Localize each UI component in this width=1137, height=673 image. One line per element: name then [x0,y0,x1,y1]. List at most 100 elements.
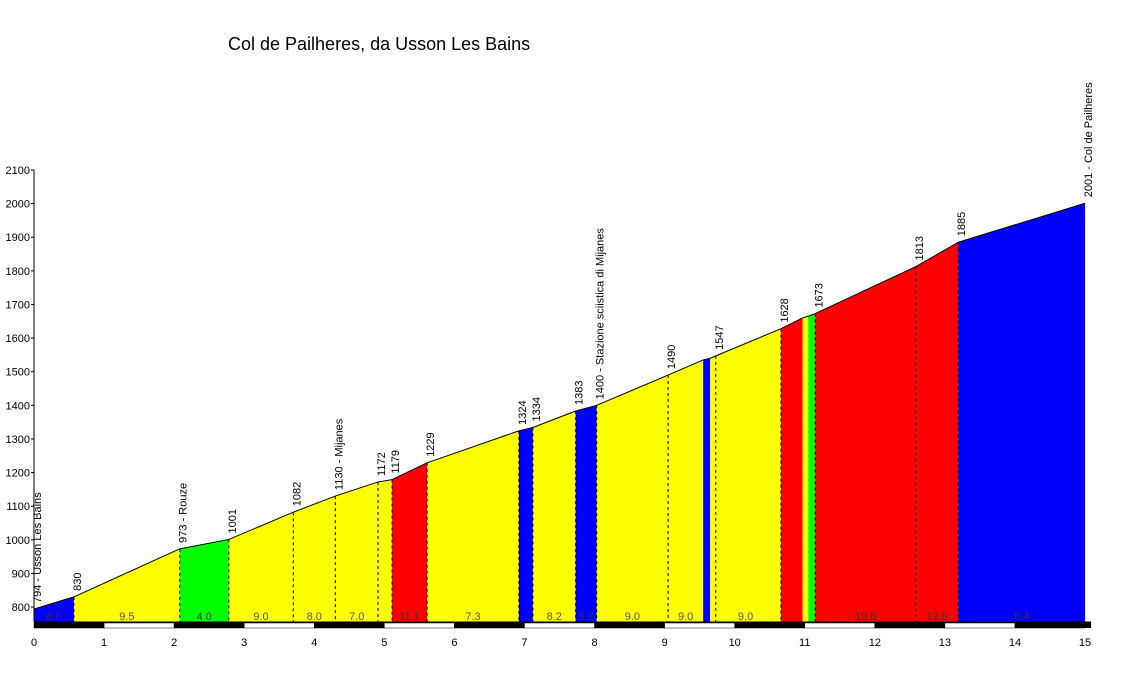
marker-label: 830 [72,573,84,591]
profile-segment [293,496,336,622]
km-bar-stripe [734,622,806,629]
y-tick-label: 1600 [6,333,30,345]
profile-segment [710,328,781,622]
profile-line [703,357,711,361]
profile-line [293,495,336,513]
profile-line [780,317,803,330]
profile-line [73,548,180,598]
km-bar-stripe [594,622,665,629]
grade-label: 9.5 [119,611,134,623]
marker-label: 1130 - Mijanes [333,418,345,490]
km-bar-stripe [524,622,595,629]
y-tick-label: 800 [12,602,30,614]
grade-label: 6.6 [46,611,61,623]
marker-label: 1082 [291,482,303,506]
km-bar-stripe [454,622,525,629]
y-tick-label: 2100 [6,165,30,177]
marker-label: 1628 [779,298,791,322]
grade-label: 11.1 [399,611,420,623]
profile-line [958,202,1086,243]
x-tick-label: 10 [729,637,741,649]
marker-label: 1172 [376,452,388,476]
profile-segment [228,512,294,622]
profile-line [709,328,782,359]
y-tick-label: 1200 [6,468,30,480]
y-tick-label: 1800 [6,266,30,278]
profile-line [391,462,428,481]
profile-segment [703,358,711,622]
profile-line [808,313,816,317]
profile-line [815,266,917,314]
profile-segment [179,539,229,622]
profile-segment [34,596,74,622]
marker-label: 794 - Usson Les Bains [32,492,44,603]
x-tick-label: 11 [799,637,810,649]
profile-line [179,538,229,550]
marker-label: 1229 [425,432,437,456]
grade-label: 9.0 [678,611,693,623]
x-tick-label: 4 [311,637,317,649]
grade-label: 8.0 [307,611,322,623]
profile-segment [596,375,669,622]
grade-label: 8.2 [547,611,562,623]
profile-line [335,481,379,497]
profile-segment [518,427,533,622]
profile-segment [802,316,809,622]
marker-label: 1334 [531,397,543,421]
marker-label: 1673 [813,283,825,307]
grade-label: 7.3 [465,611,480,623]
profile-line [596,374,669,406]
marker-label: 1383 [574,381,586,405]
profile-line [575,404,597,412]
x-tick-label: 7 [521,637,527,649]
profile-line [532,410,576,428]
y-tick-label: 1900 [6,232,30,244]
km-bar-stripe [804,622,876,629]
km-bar-stripe [1014,622,1086,629]
profile-line [228,511,294,540]
km-bar-stripe [1085,623,1092,628]
x-tick-label: 1 [101,637,107,649]
profile-segment [958,203,1086,622]
marker-label: 1490 [666,345,678,369]
grade-label: 9.0 [253,611,268,623]
x-tick-label: 8 [591,637,597,649]
y-tick-label: 1700 [6,299,30,311]
grade-label: 9.0 [625,611,640,623]
profile-line [667,359,704,376]
x-tick-label: 0 [31,637,37,649]
x-tick-label: 12 [869,637,881,649]
grade-label: 7.0 [349,611,364,623]
profile-line [518,427,534,432]
profile-segment [815,266,917,622]
marker-label: 1324 [517,400,529,424]
profile-line [915,241,959,267]
profile-segment [780,317,803,622]
y-tick-label: 900 [12,568,30,580]
profile-segment [335,481,379,622]
grade-label: 9.0 [738,611,753,623]
profile-segment [378,479,393,622]
y-tick-label: 1400 [6,400,30,412]
y-tick-label: 2000 [6,199,30,211]
grade-label: 5.7 [579,611,594,623]
km-bar-stripe [33,622,105,629]
profile-segment [532,411,576,622]
y-tick-label: 1300 [6,434,30,446]
y-tick-label: 1500 [6,367,30,379]
profile-line [33,596,75,610]
y-tick-label: 1000 [6,535,30,547]
km-bar-stripe [173,622,245,629]
profile-segment [392,462,428,622]
grade-label: 4.0 [197,611,212,623]
x-tick-label: 14 [1009,637,1021,649]
chart-title: Col de Pailheres, da Usson Les Bains [228,34,531,54]
marker-label: 1885 [956,212,968,236]
profile-segment [668,359,704,622]
km-bar-stripe [664,622,735,629]
x-tick-label: 9 [662,637,668,649]
grade-label: 12.0 [926,611,947,623]
km-bar-stripe [103,622,175,629]
marker-label: 1813 [914,236,926,260]
